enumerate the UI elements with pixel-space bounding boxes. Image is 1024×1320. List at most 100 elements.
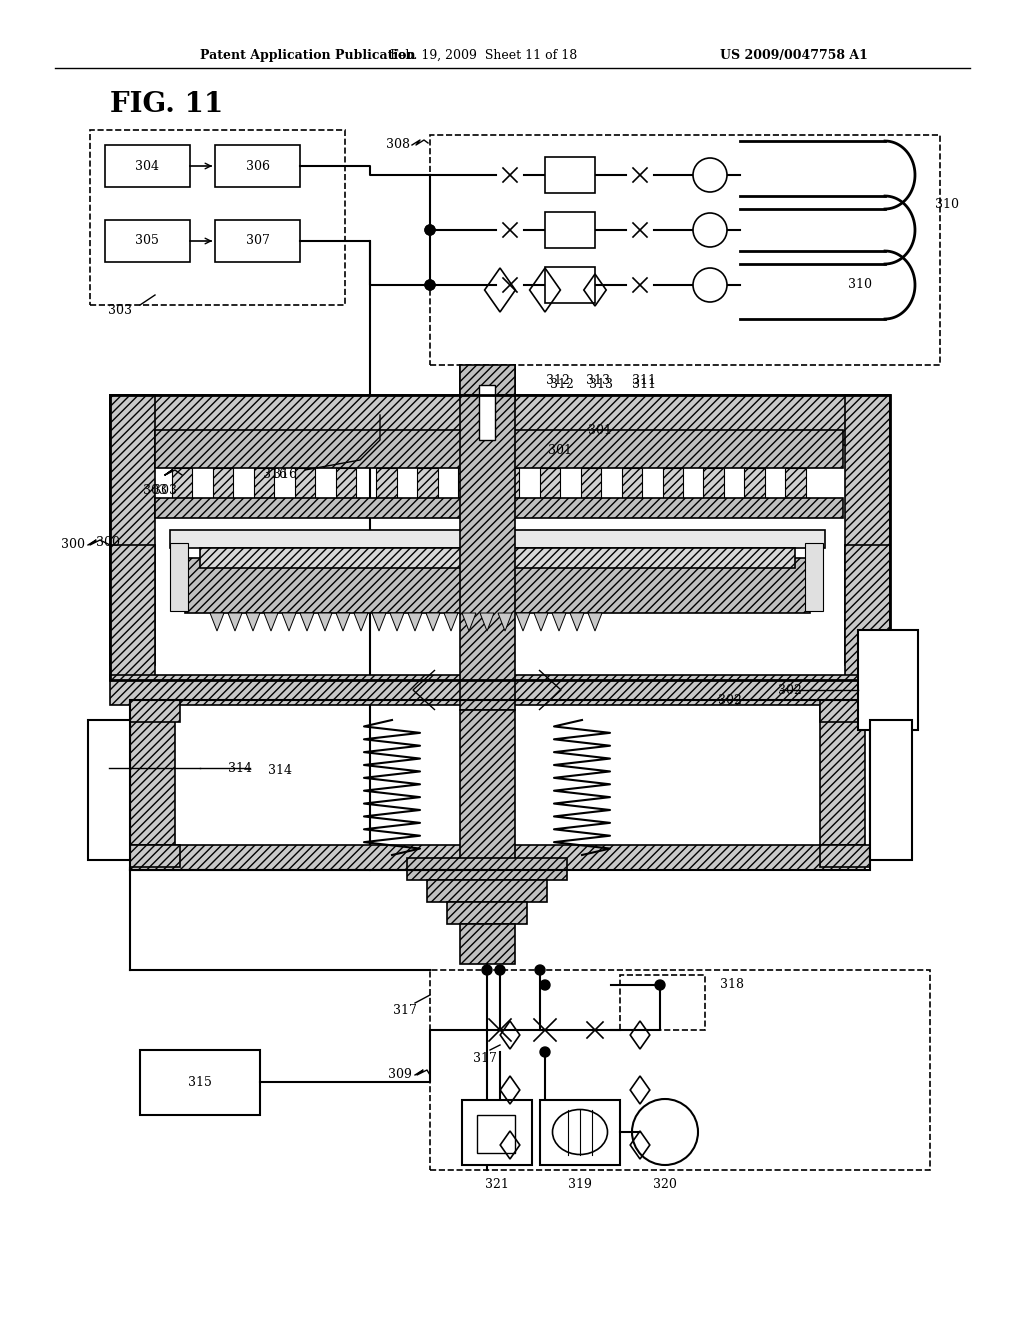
- Bar: [427, 880, 547, 902]
- Bar: [200, 548, 795, 568]
- Text: 310: 310: [935, 198, 959, 211]
- Text: US 2009/0047758 A1: US 2009/0047758 A1: [720, 49, 868, 62]
- Text: 316: 316: [263, 469, 287, 482]
- Bar: [155, 430, 843, 469]
- Bar: [130, 845, 180, 867]
- Text: 317: 317: [473, 1052, 497, 1064]
- Bar: [785, 469, 806, 498]
- Bar: [110, 395, 890, 680]
- Text: 313: 313: [586, 374, 610, 387]
- Bar: [460, 395, 515, 710]
- Bar: [430, 135, 940, 366]
- Text: 313: 313: [589, 379, 613, 392]
- Bar: [545, 157, 595, 193]
- Polygon shape: [570, 612, 584, 631]
- Bar: [845, 545, 890, 680]
- Text: 305: 305: [135, 235, 159, 248]
- Bar: [110, 675, 890, 705]
- Text: 304: 304: [135, 160, 159, 173]
- Bar: [540, 1100, 620, 1166]
- Bar: [622, 469, 642, 498]
- Polygon shape: [228, 612, 242, 631]
- Bar: [744, 469, 765, 498]
- Bar: [820, 845, 870, 867]
- Polygon shape: [534, 612, 548, 631]
- Text: 316: 316: [273, 469, 297, 482]
- Text: FIG. 11: FIG. 11: [110, 91, 223, 119]
- Bar: [581, 469, 601, 498]
- Bar: [479, 385, 495, 440]
- Bar: [130, 700, 180, 722]
- Circle shape: [540, 1047, 550, 1057]
- Bar: [170, 531, 825, 548]
- Bar: [215, 220, 300, 261]
- Text: 300: 300: [96, 536, 120, 549]
- Bar: [545, 213, 595, 248]
- Bar: [105, 220, 190, 261]
- Bar: [820, 700, 870, 722]
- Bar: [90, 129, 345, 305]
- Circle shape: [425, 280, 435, 290]
- Circle shape: [495, 965, 505, 975]
- Circle shape: [482, 965, 492, 975]
- Text: 319: 319: [568, 1179, 592, 1192]
- Text: 314: 314: [228, 762, 252, 775]
- Bar: [407, 858, 567, 880]
- Bar: [703, 469, 724, 498]
- Bar: [820, 705, 865, 850]
- Bar: [845, 395, 890, 665]
- Bar: [336, 469, 356, 498]
- Text: 311: 311: [632, 379, 656, 392]
- Bar: [460, 366, 515, 400]
- Text: 314: 314: [268, 763, 292, 776]
- Polygon shape: [588, 612, 602, 631]
- Bar: [88, 719, 130, 861]
- Bar: [377, 469, 397, 498]
- Bar: [105, 145, 190, 187]
- Circle shape: [655, 979, 665, 990]
- Text: 300: 300: [61, 539, 85, 552]
- Text: Feb. 19, 2009  Sheet 11 of 18: Feb. 19, 2009 Sheet 11 of 18: [390, 49, 578, 62]
- Bar: [254, 469, 274, 498]
- Text: Patent Application Publication: Patent Application Publication: [200, 49, 416, 62]
- Polygon shape: [282, 612, 296, 631]
- Bar: [620, 975, 705, 1030]
- Polygon shape: [552, 612, 566, 631]
- Bar: [213, 469, 233, 498]
- Text: 321: 321: [485, 1179, 509, 1192]
- Polygon shape: [318, 612, 332, 631]
- Bar: [540, 469, 560, 498]
- Polygon shape: [462, 612, 476, 631]
- Bar: [295, 469, 315, 498]
- Polygon shape: [336, 612, 350, 631]
- Text: 312: 312: [550, 379, 573, 392]
- Bar: [460, 924, 515, 964]
- Circle shape: [535, 965, 545, 975]
- Polygon shape: [300, 612, 314, 631]
- Bar: [477, 1115, 515, 1152]
- Text: 301: 301: [548, 444, 572, 457]
- Text: 307: 307: [246, 235, 270, 248]
- Bar: [215, 145, 300, 187]
- Polygon shape: [246, 612, 260, 631]
- Bar: [110, 545, 155, 680]
- Bar: [130, 700, 870, 870]
- Bar: [458, 469, 478, 498]
- Polygon shape: [210, 612, 224, 631]
- Bar: [870, 719, 912, 861]
- Bar: [805, 543, 823, 611]
- Text: 318: 318: [720, 978, 744, 991]
- Bar: [130, 845, 865, 870]
- Bar: [417, 469, 437, 498]
- Bar: [110, 395, 155, 665]
- Circle shape: [425, 280, 435, 290]
- Text: 303: 303: [108, 304, 132, 317]
- Bar: [460, 710, 515, 870]
- Text: 306: 306: [246, 160, 270, 173]
- Bar: [430, 970, 930, 1170]
- Bar: [545, 267, 595, 304]
- Text: 320: 320: [653, 1179, 677, 1192]
- Polygon shape: [498, 612, 512, 631]
- Polygon shape: [390, 612, 404, 631]
- Text: 308: 308: [386, 139, 410, 152]
